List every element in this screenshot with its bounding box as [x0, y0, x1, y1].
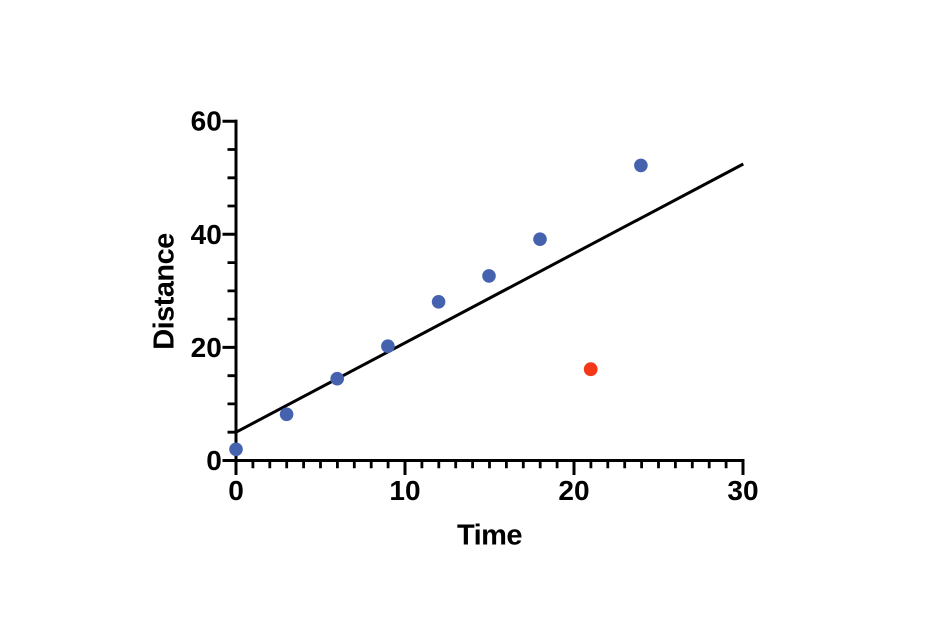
- svg-text:20: 20: [558, 475, 589, 506]
- svg-text:0: 0: [228, 475, 244, 506]
- svg-text:0: 0: [206, 445, 222, 476]
- svg-text:Time: Time: [457, 519, 522, 551]
- svg-text:20: 20: [191, 332, 222, 363]
- svg-text:30: 30: [727, 475, 758, 506]
- svg-text:40: 40: [191, 219, 222, 250]
- svg-text:Distance: Distance: [149, 233, 181, 350]
- svg-text:60: 60: [191, 106, 222, 137]
- svg-text:10: 10: [389, 475, 420, 506]
